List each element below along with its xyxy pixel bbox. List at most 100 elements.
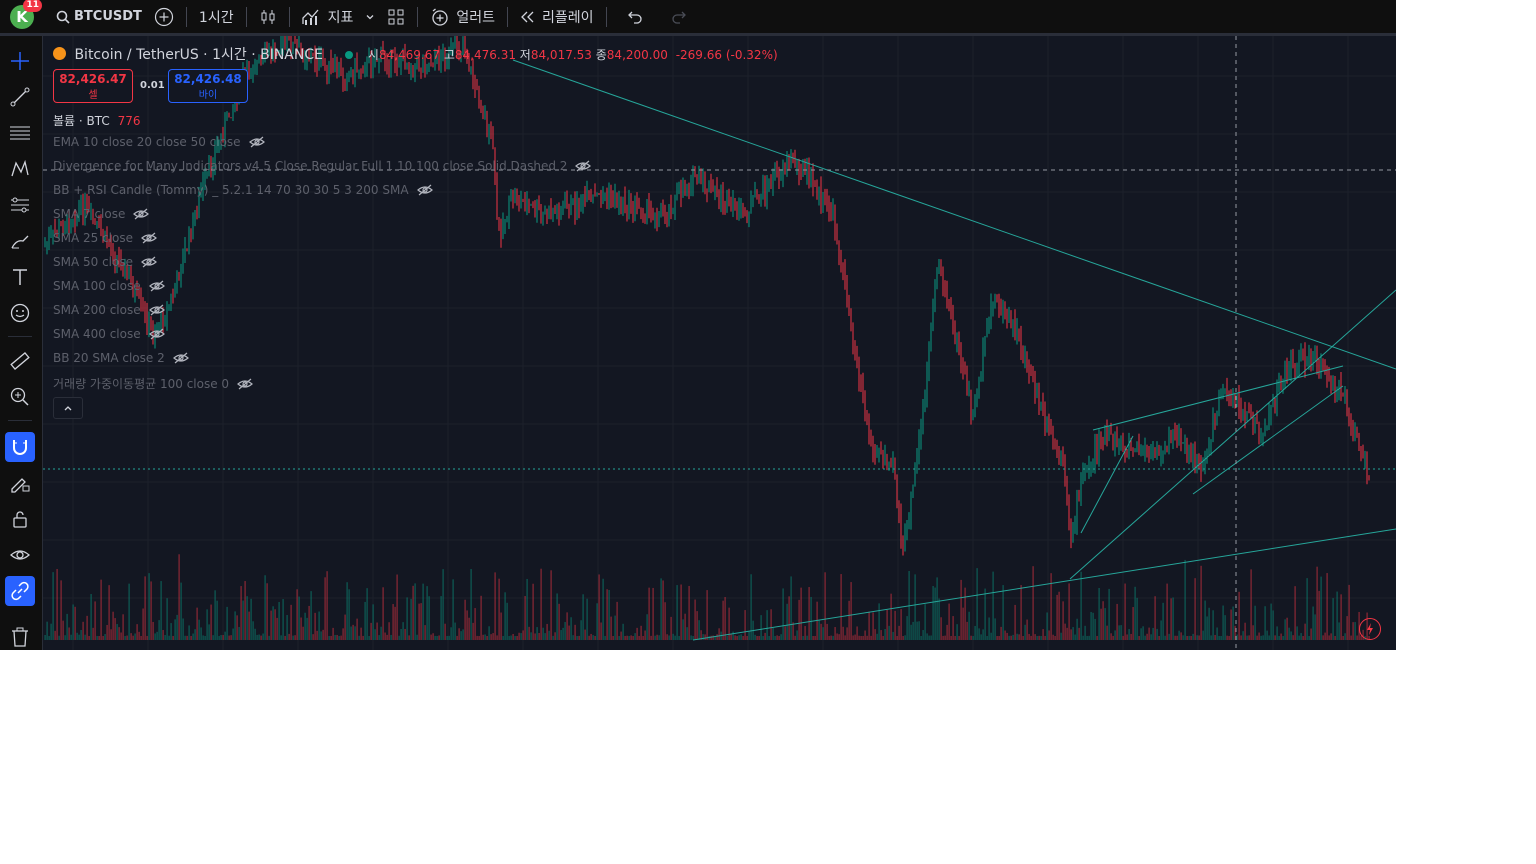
volume-bar [106, 624, 108, 640]
eye-hidden-icon[interactable] [248, 136, 265, 148]
indicator-row[interactable]: Divergence for Many Indicators v4 5 Clos… [53, 159, 592, 173]
price-chart[interactable] [43, 36, 1396, 650]
volume-bar [708, 635, 710, 640]
pattern-tool[interactable] [5, 154, 35, 184]
volume-bar [262, 633, 264, 640]
volume-bar [476, 635, 478, 640]
flash-button[interactable] [1359, 618, 1381, 640]
volume-bar [824, 572, 826, 640]
volume-bar [928, 635, 930, 640]
text-tool[interactable] [5, 262, 35, 292]
volume-bar [706, 590, 708, 640]
volume-bar [312, 634, 314, 640]
volume-bar [274, 609, 276, 640]
eye-hidden-icon[interactable] [237, 378, 254, 390]
volume-bar [158, 620, 160, 640]
indicator-row[interactable]: SMA 25 close [53, 231, 157, 245]
eye-hidden-icon[interactable] [141, 256, 157, 268]
crosshair-tool[interactable] [5, 46, 35, 76]
indicator-row[interactable]: SMA 200 close [53, 303, 165, 317]
collapse-legend-button[interactable] [53, 397, 83, 419]
delete-drawings-tool[interactable] [5, 622, 35, 650]
magnet-tool[interactable] [5, 432, 35, 462]
replay-button[interactable]: 리플레이 [514, 0, 600, 33]
sell-button[interactable]: 82,426.47 셀 [53, 69, 133, 103]
sync-drawings-tool[interactable] [5, 576, 35, 606]
trendline-tool[interactable] [5, 82, 35, 112]
eye-hidden-icon[interactable] [416, 184, 433, 196]
volume-bar [632, 635, 634, 640]
eye-hidden-icon[interactable] [172, 352, 189, 364]
indicator-row[interactable]: SMA 400 close [53, 327, 165, 341]
volume-bar [1306, 578, 1308, 640]
alert-button[interactable]: 얼러트 [424, 0, 501, 33]
volume-bar [1170, 598, 1172, 640]
volume-bar [300, 617, 302, 640]
hide-drawings-tool[interactable] [5, 540, 35, 570]
ohlc-values: 시84,469.67 고84,476.31 저84,017.53 종84,200… [368, 48, 778, 62]
volume-bar [430, 634, 432, 640]
legend-title[interactable]: Bitcoin / TetherUS · 1시간 · BINANCE [74, 47, 323, 63]
interval-button[interactable]: 1시간 [193, 0, 240, 33]
volume-bar [1078, 627, 1080, 640]
volume-bar [1272, 610, 1274, 640]
volume-bar [490, 634, 492, 640]
eye-hidden-icon[interactable] [133, 208, 150, 220]
compare-button[interactable] [148, 0, 180, 33]
symbol-search-button[interactable]: BTCUSDT [50, 0, 148, 33]
chart-pane[interactable]: Bitcoin / TetherUS · 1시간 · BINANCE 시84,4… [43, 36, 1396, 650]
volume-bar [402, 622, 404, 640]
chart-type-button[interactable] [253, 0, 283, 33]
volume-bar [378, 635, 380, 640]
volume-bar [1286, 617, 1288, 640]
indicator-row[interactable]: SMA 100 close [53, 279, 165, 293]
undo-button[interactable] [619, 0, 649, 33]
volume-bar [528, 626, 530, 640]
avatar-button[interactable]: K 11 [0, 0, 42, 33]
indicator-row[interactable]: SMA 50 close [53, 255, 157, 269]
indicators-button[interactable]: 지표 [296, 0, 360, 33]
buy-button[interactable]: 82,426.48 바이 [168, 69, 248, 103]
indicator-row[interactable]: EMA 10 close 20 close 50 close [53, 135, 265, 149]
fib-tool[interactable] [5, 118, 35, 148]
indicator-row[interactable]: BB + RSI Candle (Tommy) _ 5.2.1 14 70 30… [53, 183, 433, 197]
volume-bar [1164, 635, 1166, 640]
indicator-row[interactable]: SMA 7 close [53, 207, 150, 221]
forecast-tool[interactable] [5, 190, 35, 220]
volume-bar [1280, 633, 1282, 640]
redo-button[interactable] [665, 0, 695, 33]
volume-bar [574, 624, 576, 640]
eye-hidden-icon[interactable] [141, 232, 157, 244]
zoom-tool[interactable] [5, 382, 35, 412]
eye-hidden-icon[interactable] [148, 304, 165, 316]
volume-bar [454, 622, 456, 640]
emoji-tool[interactable] [5, 298, 35, 328]
avatar[interactable]: K 11 [10, 0, 42, 29]
brush-tool[interactable] [5, 226, 35, 256]
volume-legend[interactable]: 볼륨 · BTC 776 [53, 112, 141, 129]
volume-bar [212, 635, 214, 640]
indicators-dropdown[interactable] [359, 0, 381, 33]
eye-hidden-icon[interactable] [575, 160, 592, 172]
volume-bar [782, 588, 784, 640]
volume-bar [1330, 633, 1332, 640]
volume-bar [432, 633, 434, 640]
volume-bar [920, 635, 922, 640]
eye-hidden-icon[interactable] [148, 328, 165, 340]
indicator-row[interactable]: 거래량 가중이동평균 100 close 0 [53, 375, 254, 392]
lock-drawings-tool[interactable] [5, 504, 35, 534]
drawing-mode-tool[interactable] [5, 468, 35, 498]
volume-bar [758, 636, 760, 640]
ruler-tool[interactable] [5, 346, 35, 376]
volume-bar [1294, 586, 1296, 640]
layouts-button[interactable] [381, 0, 411, 33]
volume-bar [172, 635, 174, 640]
volume-bar [316, 630, 318, 640]
volume-bar [226, 606, 228, 640]
indicator-row[interactable]: BB 20 SMA close 2 [53, 351, 189, 365]
eye-hidden-icon[interactable] [148, 280, 165, 292]
volume-bar [436, 635, 438, 640]
volume-bar [874, 629, 876, 640]
volume-bar [196, 607, 198, 640]
volume-bar [642, 635, 644, 640]
